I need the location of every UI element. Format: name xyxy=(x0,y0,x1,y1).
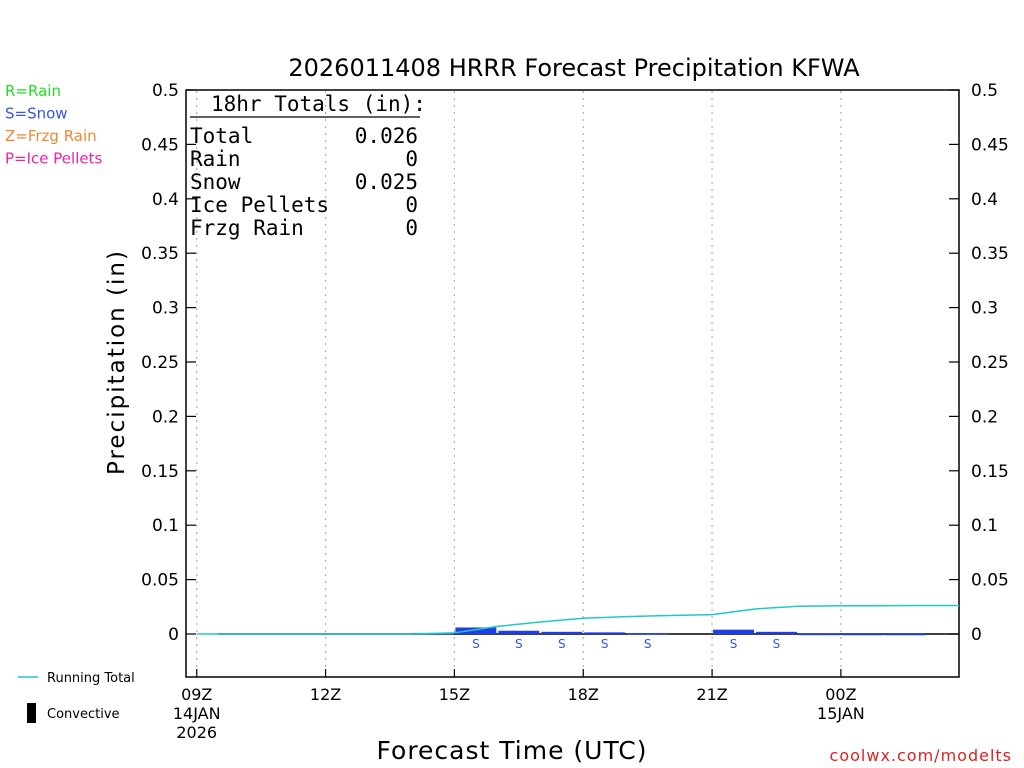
y-axis-right: 0 0.05 0.1 0.15 0.2 0.25 0.3 0.35 0.4 0.45 0.5 xyxy=(949,81,1009,645)
ptype-marker: S xyxy=(730,637,738,651)
ptype-legend-item: Z=Frzg Rain xyxy=(5,127,97,145)
x-tick-date: 14JAN xyxy=(173,704,221,723)
totals-row-value: 0.025 xyxy=(355,170,418,194)
totals-row-value: 0 xyxy=(405,193,418,217)
y-tick-label-right: 0.25 xyxy=(971,353,1009,373)
y-tick-label-right: 0.2 xyxy=(971,407,998,427)
y-tick-label: 0.5 xyxy=(152,81,179,101)
chart-title: 2026011408 HRRR Forecast Precipitation K… xyxy=(288,54,860,82)
x-tick-label: 12Z xyxy=(310,685,341,704)
y-tick-label: 0.3 xyxy=(152,299,179,319)
y-tick-label-right: 0.3 xyxy=(971,299,998,319)
y-tick-label: 0.35 xyxy=(141,244,179,264)
totals-row-label: Rain xyxy=(190,147,241,171)
y-tick-label: 0.2 xyxy=(152,407,179,427)
vertical-gridlines xyxy=(196,91,842,676)
x-tick-label: 18Z xyxy=(568,685,599,704)
y-axis-label: Precipitation (in) xyxy=(104,249,130,475)
precip-bar xyxy=(541,631,583,634)
y-tick-label: 0.25 xyxy=(141,353,179,373)
ptype-legend: R=Rain S=Snow Z=Frzg Rain P=Ice Pellets xyxy=(5,82,102,168)
precip-bars xyxy=(412,627,926,636)
precip-bar xyxy=(455,627,497,634)
convective-legend-swatch xyxy=(27,703,36,723)
ptype-marker: S xyxy=(515,637,523,651)
ptype-legend-item: P=Ice Pellets xyxy=(5,150,102,168)
y-tick-label-right: 0 xyxy=(971,625,982,645)
y-tick-label-right: 0.45 xyxy=(971,135,1009,155)
plot-frame xyxy=(185,89,960,678)
precip-bar xyxy=(713,629,755,634)
x-tick-label: 09Z xyxy=(181,685,212,704)
y-tick-label-right: 0.4 xyxy=(971,190,998,210)
ptype-legend-item: R=Rain xyxy=(5,82,61,100)
totals-row-label: Frzg Rain xyxy=(190,216,304,240)
totals-row-label: Ice Pellets xyxy=(190,193,329,217)
precip-bar xyxy=(756,631,797,634)
totals-row-label: Snow xyxy=(190,170,241,194)
running-total-legend-label: Running Total xyxy=(47,671,135,686)
totals-row-value: 0 xyxy=(405,216,418,240)
y-tick-label: 0.1 xyxy=(152,516,179,536)
ptype-marker: S xyxy=(472,637,480,651)
y-tick-label: 0 xyxy=(168,625,179,645)
ptype-marker: S xyxy=(601,637,609,651)
y-tick-label: 0.05 xyxy=(141,571,179,591)
x-tick-year: 2026 xyxy=(176,723,217,742)
precip-bar xyxy=(584,632,626,634)
precip-bar xyxy=(627,633,669,635)
totals-row-value: 0.026 xyxy=(355,124,418,148)
running-total-line xyxy=(196,604,959,635)
x-tick-label: 00Z xyxy=(825,685,856,704)
y-tick-label: 0.15 xyxy=(141,462,179,482)
x-tick-date: 15JAN xyxy=(817,704,865,723)
ptype-marker: S xyxy=(773,637,781,651)
x-tick-label: 21Z xyxy=(696,685,727,704)
y-tick-label: 0.4 xyxy=(152,190,179,210)
credit-text: coolwx.com/modelts xyxy=(830,746,1012,765)
totals-row-label: Total xyxy=(190,124,253,148)
y-axis-left: 0 0.05 0.1 0.15 0.2 0.25 0.3 0.35 0.4 0.45 0.5 xyxy=(141,81,196,645)
precip-bar xyxy=(841,633,883,636)
x-tick-label: 15Z xyxy=(439,685,470,704)
precip-bar xyxy=(884,633,926,636)
totals-header: 18hr Totals (in): xyxy=(211,92,426,116)
ptype-legend-item: S=Snow xyxy=(5,105,68,123)
x-axis-label: Forecast Time (UTC) xyxy=(377,736,648,765)
y-tick-label-right: 0.35 xyxy=(971,244,1009,264)
y-tick-label-right: 0.5 xyxy=(971,81,998,101)
y-tick-label-right: 0.1 xyxy=(971,516,998,536)
totals-box: 18hr Totals (in): Total 0.026 Rain 0 Snow 0.0… xyxy=(190,92,426,240)
y-tick-label-right: 0.15 xyxy=(971,462,1009,482)
ptype-marker: S xyxy=(558,637,566,651)
ptype-marker: S xyxy=(644,637,652,651)
y-tick-label: 0.45 xyxy=(141,135,179,155)
precip-bar xyxy=(498,630,540,634)
precip-bar xyxy=(798,633,840,636)
y-tick-label-right: 0.05 xyxy=(971,571,1009,591)
convective-legend-label: Convective xyxy=(47,707,120,722)
totals-row-value: 0 xyxy=(405,147,418,171)
